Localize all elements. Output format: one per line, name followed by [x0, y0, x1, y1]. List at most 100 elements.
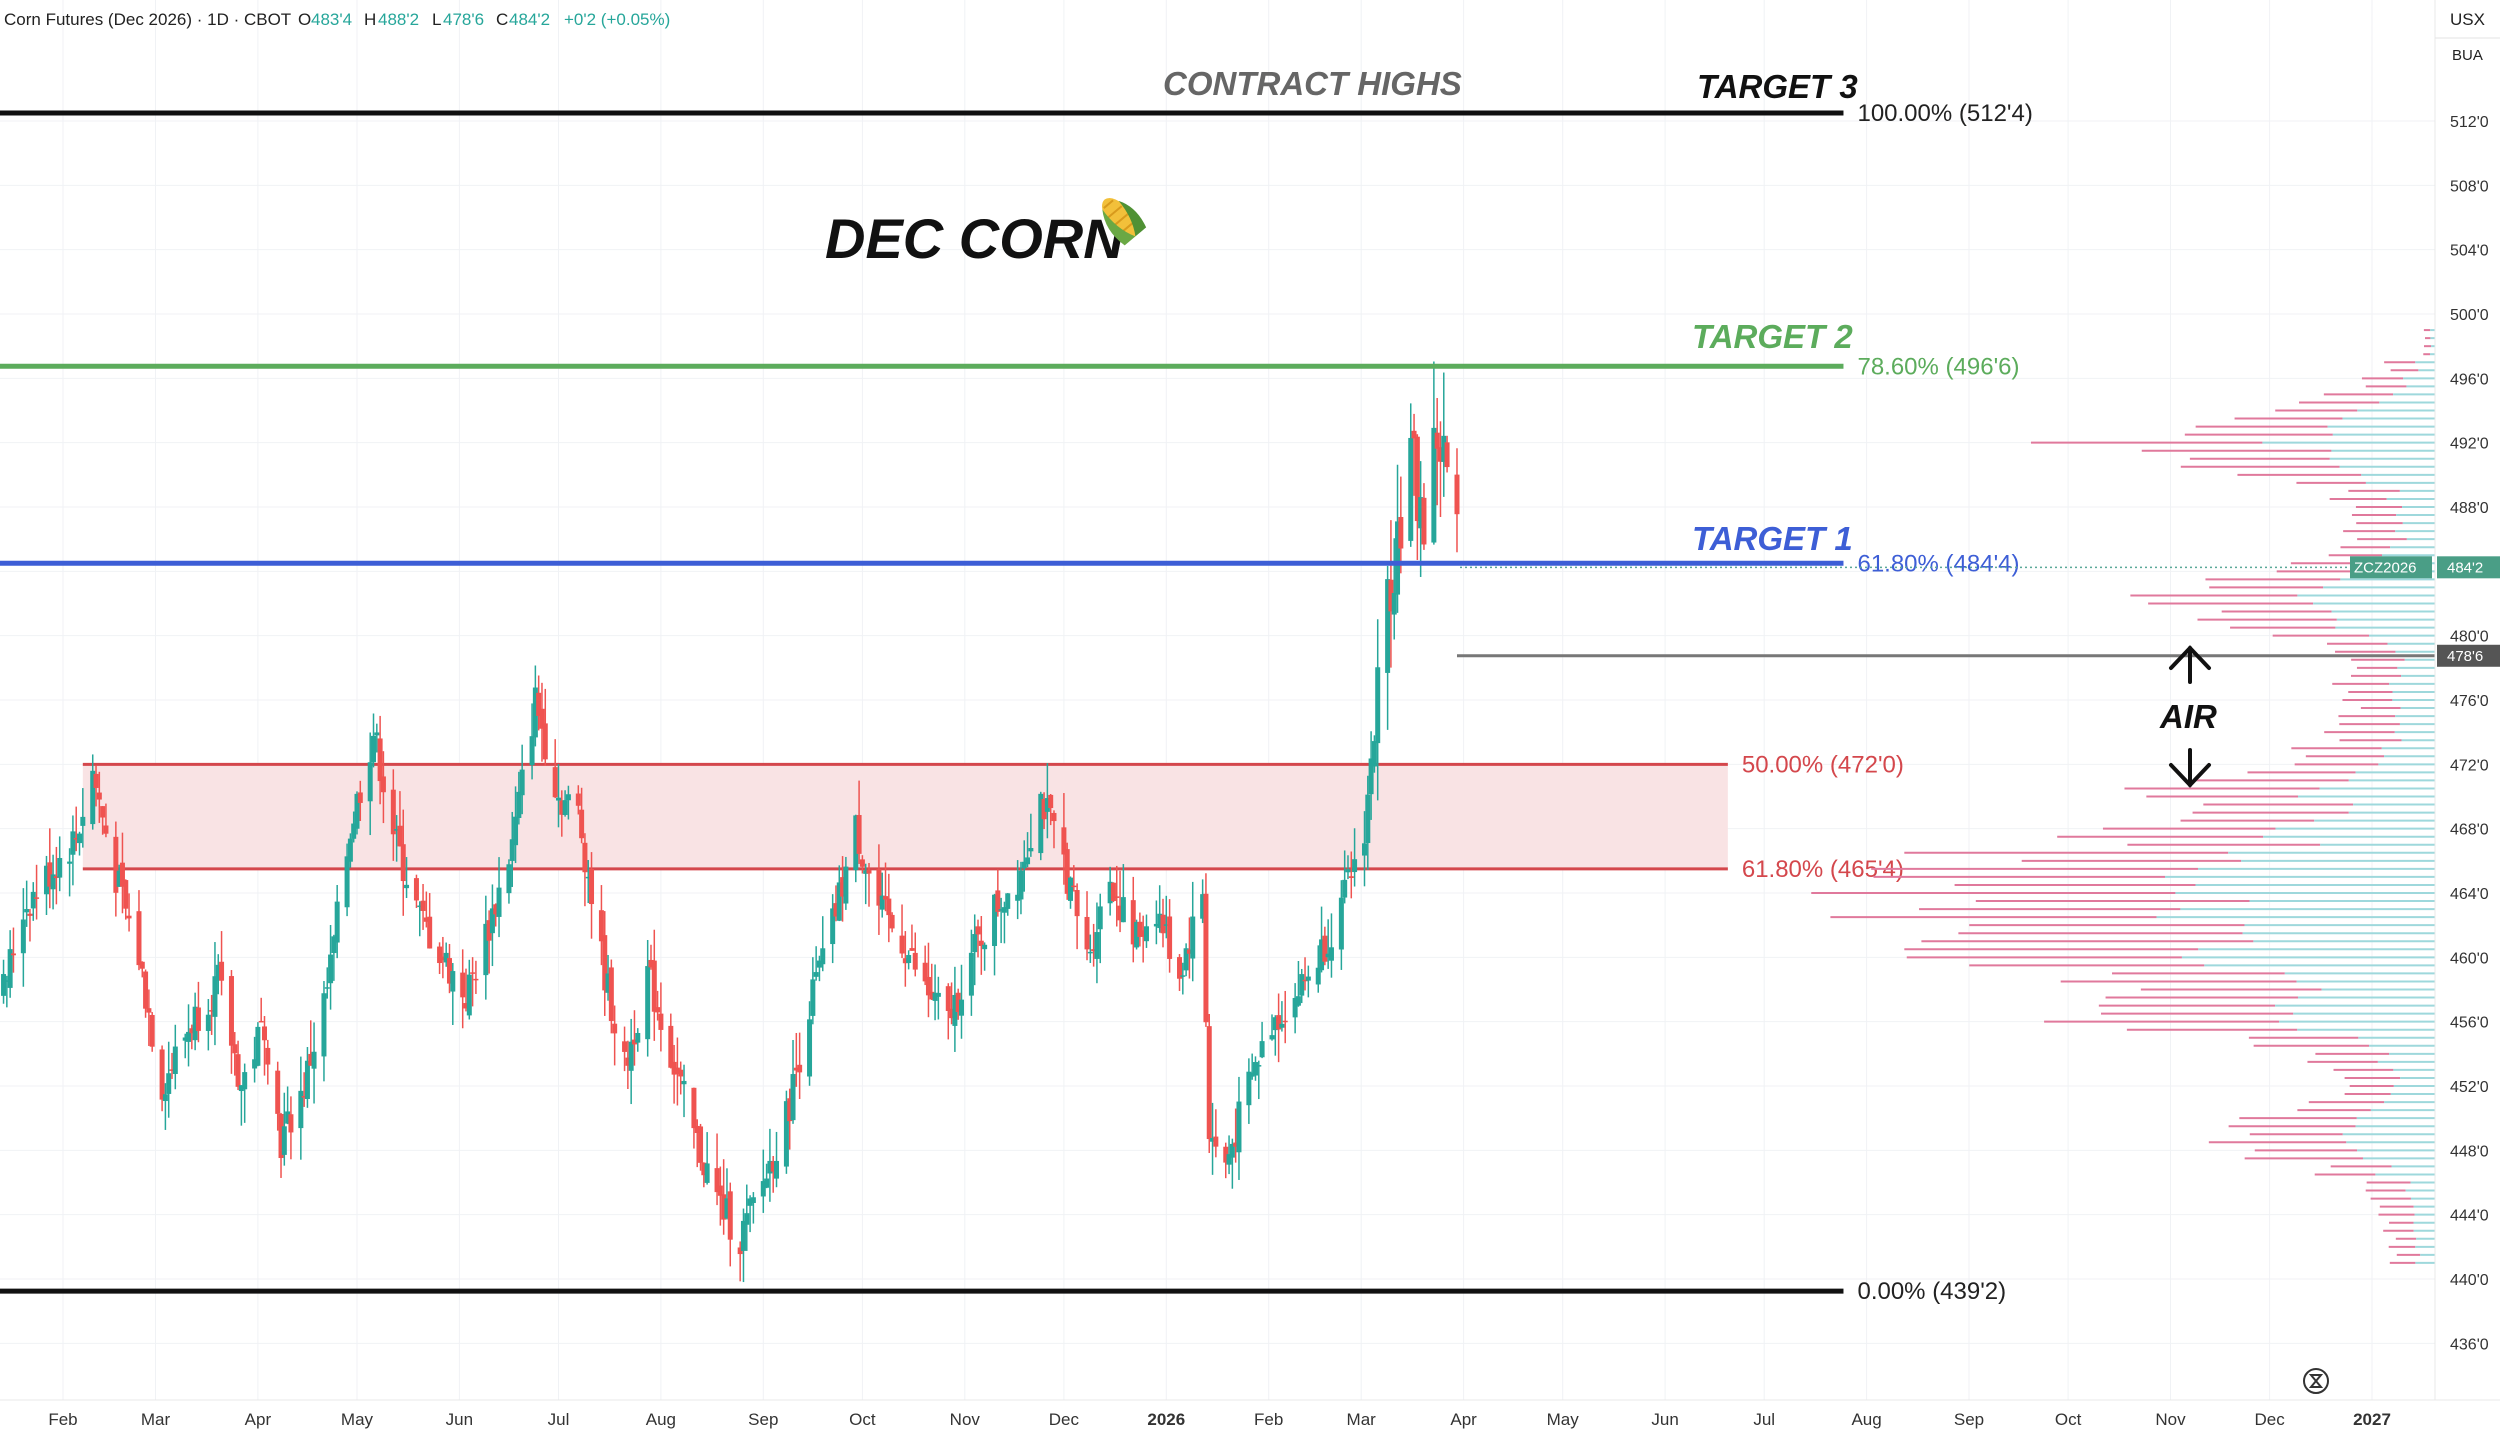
- candle-body[interactable]: [344, 856, 350, 908]
- candle-body[interactable]: [169, 1069, 175, 1071]
- candle-body[interactable]: [308, 1053, 314, 1066]
- candle-body[interactable]: [555, 797, 561, 801]
- candle-body[interactable]: [463, 1003, 469, 1009]
- candle-body[interactable]: [47, 862, 53, 887]
- candle-body[interactable]: [1015, 894, 1021, 901]
- candle-body[interactable]: [1094, 932, 1100, 959]
- candle-body[interactable]: [562, 800, 568, 815]
- candle-body[interactable]: [262, 1026, 268, 1041]
- candle-body[interactable]: [281, 1126, 287, 1155]
- candle-body[interactable]: [1051, 812, 1057, 822]
- candle-body[interactable]: [7, 949, 13, 988]
- candle-body[interactable]: [413, 878, 419, 901]
- candle-body[interactable]: [625, 1057, 631, 1066]
- candle-body[interactable]: [807, 1019, 813, 1077]
- candle-body[interactable]: [1315, 967, 1321, 985]
- candle-body[interactable]: [1226, 1154, 1232, 1165]
- candle-body[interactable]: [324, 987, 330, 989]
- candle-body[interactable]: [992, 894, 998, 946]
- candle-body[interactable]: [1249, 1072, 1255, 1077]
- candle-body[interactable]: [783, 1101, 789, 1167]
- candle-body[interactable]: [840, 877, 846, 897]
- candle-body[interactable]: [598, 910, 604, 942]
- candlesticks[interactable]: [1, 361, 1460, 1283]
- candle-body[interactable]: [1276, 1015, 1282, 1030]
- candle-body[interactable]: [377, 738, 383, 782]
- candle-body[interactable]: [701, 1162, 707, 1176]
- candle-body[interactable]: [648, 959, 654, 968]
- candle-body[interactable]: [331, 936, 337, 954]
- candle-body[interactable]: [242, 1072, 248, 1090]
- candle-body[interactable]: [691, 1087, 697, 1129]
- candle-body[interactable]: [1328, 947, 1334, 961]
- candle-body[interactable]: [440, 956, 446, 961]
- candle-body[interactable]: [582, 842, 588, 873]
- candle-body[interactable]: [321, 993, 327, 1057]
- candle-body[interactable]: [1434, 432, 1440, 449]
- candle-body[interactable]: [1444, 442, 1450, 468]
- candle-body[interactable]: [810, 979, 816, 1016]
- candle-body[interactable]: [1375, 667, 1381, 744]
- candle-body[interactable]: [932, 992, 938, 1001]
- candle-body[interactable]: [1279, 1023, 1285, 1028]
- candle-body[interactable]: [146, 1008, 152, 1013]
- candle-body[interactable]: [443, 952, 449, 963]
- candle-body[interactable]: [767, 1160, 773, 1174]
- candle-body[interactable]: [1117, 905, 1123, 921]
- candle-body[interactable]: [304, 1060, 310, 1100]
- candle-body[interactable]: [172, 1046, 178, 1074]
- candle-body[interactable]: [536, 692, 542, 716]
- candle-body[interactable]: [929, 991, 935, 1000]
- candle-body[interactable]: [1302, 979, 1308, 982]
- candle-body[interactable]: [793, 1067, 799, 1071]
- candle-body[interactable]: [1454, 474, 1460, 515]
- candle-body[interactable]: [43, 865, 49, 895]
- candle-body[interactable]: [1408, 437, 1414, 541]
- candle-body[interactable]: [228, 976, 234, 1046]
- clock-icon[interactable]: [2303, 1368, 2329, 1394]
- candle-body[interactable]: [853, 815, 859, 871]
- candle-body[interactable]: [1213, 1136, 1219, 1147]
- candle-body[interactable]: [585, 876, 591, 879]
- candle-body[interactable]: [1038, 793, 1044, 854]
- candle-body[interactable]: [714, 1168, 720, 1193]
- candle-body[interactable]: [278, 1113, 284, 1159]
- candle-body[interactable]: [192, 1006, 198, 1041]
- candle-body[interactable]: [737, 1247, 743, 1255]
- candle-body[interactable]: [1114, 896, 1120, 898]
- candle-body[interactable]: [863, 870, 869, 874]
- candle-body[interactable]: [219, 961, 225, 981]
- candle-body[interactable]: [113, 836, 119, 893]
- candle-body[interactable]: [681, 1080, 687, 1085]
- candle-body[interactable]: [995, 890, 1001, 912]
- candle-body[interactable]: [1021, 861, 1027, 869]
- candle-body[interactable]: [797, 1064, 803, 1073]
- candle-body[interactable]: [1110, 882, 1116, 901]
- candle-body[interactable]: [628, 1041, 634, 1071]
- candle-body[interactable]: [1160, 914, 1166, 934]
- candle-body[interactable]: [265, 1047, 271, 1065]
- price-axis[interactable]: 436'0 440'0 444'0 448'0 452'0 456'0 460'0 464'0…: [2450, 114, 2489, 1353]
- candle-body[interactable]: [1001, 907, 1007, 913]
- candle-body[interactable]: [1252, 1062, 1258, 1076]
- candle-body[interactable]: [539, 708, 545, 729]
- candle-body[interactable]: [516, 791, 522, 818]
- candle-body[interactable]: [298, 1090, 304, 1129]
- candle-body[interactable]: [704, 1163, 710, 1183]
- candle-body[interactable]: [209, 1010, 215, 1012]
- candle-body[interactable]: [24, 909, 30, 913]
- candle-body[interactable]: [1064, 849, 1070, 894]
- candle-body[interactable]: [420, 900, 426, 911]
- candle-body[interactable]: [1305, 976, 1311, 981]
- candle-body[interactable]: [1295, 996, 1301, 1006]
- candle-body[interactable]: [542, 723, 548, 760]
- candle-body[interactable]: [258, 1020, 264, 1023]
- candle-body[interactable]: [1203, 893, 1209, 1023]
- candle-body[interactable]: [879, 895, 885, 910]
- candle-body[interactable]: [90, 770, 96, 825]
- candle-body[interactable]: [1140, 930, 1146, 937]
- candle-body[interactable]: [816, 960, 822, 968]
- candle-body[interactable]: [123, 880, 129, 909]
- candle-body[interactable]: [483, 923, 489, 976]
